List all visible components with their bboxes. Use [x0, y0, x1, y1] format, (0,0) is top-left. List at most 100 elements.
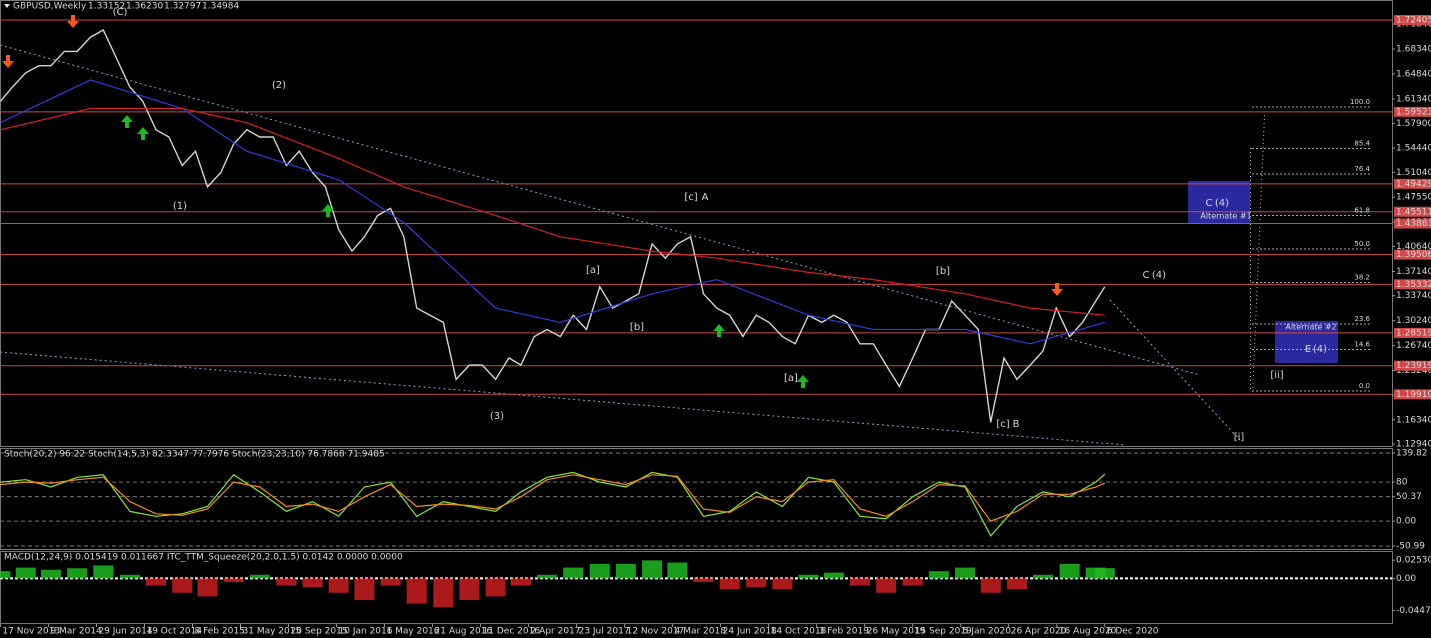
x-tick-label: 21 Aug 2016: [435, 627, 493, 637]
x-tick-label: 14 Oct 2018: [771, 627, 827, 637]
histogram-bar: [693, 578, 714, 582]
histogram-bar: [1059, 563, 1080, 579]
x-tick-label: 16 Aug 2020: [1059, 627, 1117, 637]
histogram-bar: [798, 574, 819, 579]
histogram-bar: [0, 571, 11, 579]
price-level-label: 1.39506: [1396, 250, 1431, 260]
y-tick-label: -0.044702: [1396, 606, 1431, 616]
y-tick-label: 50.37: [1396, 492, 1422, 502]
header-value: 1.32797: [164, 2, 201, 12]
x-tick-label: 26 May 2019: [867, 627, 926, 637]
histogram-bar: [510, 578, 531, 586]
panel-title: Stoch(20,2) 96.22 Stoch(14,5,3) 82.3347 …: [4, 450, 385, 460]
down-arrow: [2, 55, 14, 68]
wave-label: [c]: [996, 419, 1009, 430]
histogram-bar: [615, 563, 636, 579]
up-arrow: [137, 127, 149, 140]
y-tick-label: 1.16340: [1396, 415, 1431, 425]
histogram-bar: [823, 572, 844, 579]
histogram-bar: [772, 578, 793, 590]
wave-label: [b]: [630, 322, 644, 333]
x-tick-label: 15 Sep 2019: [915, 627, 972, 637]
histogram-bar: [302, 578, 323, 588]
fib-label: 85.4: [1354, 139, 1370, 147]
histogram-bar: [955, 567, 976, 579]
price-level-label: 1.19910: [1396, 390, 1431, 400]
y-tick-label: 1.61340: [1396, 94, 1431, 104]
histogram-bar: [563, 567, 584, 579]
wave-label: (2): [272, 80, 286, 91]
fib-label: 100.0: [1350, 98, 1370, 106]
header-value: 1.36230: [126, 2, 163, 12]
y-tick-label: 1.57900: [1396, 119, 1431, 129]
x-tick-label: 2 Apr 2017: [531, 627, 581, 637]
histogram-bar: [1033, 574, 1054, 579]
histogram-bar: [980, 578, 1001, 593]
x-tick-label: 5 Jan 2020: [963, 627, 1011, 637]
target-box: [1188, 181, 1250, 223]
projection-line: [1109, 299, 1241, 441]
price-level-box: [1394, 178, 1431, 189]
price-level-box: [1394, 218, 1431, 229]
y-tick-label: 1.23240: [1396, 366, 1431, 376]
y-tick-label: 1.68340: [1396, 44, 1431, 54]
menu-arrow: [4, 4, 10, 8]
fib-label: 50.0: [1354, 240, 1370, 248]
wave-label: [a]: [586, 265, 600, 276]
wave-label: [b]: [936, 266, 950, 277]
histogram-bar: [589, 563, 610, 579]
price-line: [0, 29, 1106, 423]
fib-label: 76.4: [1354, 165, 1370, 173]
up-arrow: [121, 115, 133, 128]
wave-label: A: [702, 192, 709, 203]
wave-label: E: [1305, 344, 1311, 355]
histogram-bar: [928, 571, 949, 579]
histogram-bar: [328, 578, 349, 593]
target-box: [1275, 321, 1338, 363]
x-tick-label: 4 Mar 2018: [675, 627, 727, 637]
histogram-bar: [876, 578, 897, 593]
histogram-bar: [719, 578, 740, 590]
y-tick-label: 1.12940: [1396, 440, 1431, 450]
y-tick-label: 0.00: [1396, 574, 1416, 584]
wave-label: [ii]: [1270, 370, 1283, 381]
histogram-bar: [537, 574, 558, 579]
up-arrow: [322, 204, 334, 217]
stoch-panel: [0, 448, 1393, 550]
price-level-label: 1.45511: [1396, 207, 1431, 217]
wave-label: C: [1143, 270, 1150, 281]
x-tick-label: 9 Mar 2014: [50, 627, 102, 637]
y-tick-label: 0.025306: [1396, 556, 1431, 566]
wave-label: (4): [1215, 198, 1229, 209]
wave-label: (1): [173, 201, 187, 212]
histogram-bar: [93, 565, 114, 579]
price-level-label: 1.59523: [1396, 107, 1431, 117]
x-tick-label: 8 Feb 2015: [194, 627, 244, 637]
y-tick-label: 1.26740: [1396, 341, 1431, 351]
price-level-box: [1394, 106, 1431, 117]
price-level-box: [1394, 206, 1431, 217]
up-arrow: [797, 375, 809, 388]
y-tick-label: 1.51040: [1396, 168, 1431, 178]
wave-label: B: [1013, 419, 1020, 430]
x-tick-label: 29 Jun 2014: [98, 627, 152, 637]
x-tick-label: 31 May 2015: [243, 627, 302, 637]
histogram-bar: [642, 560, 663, 579]
price-level-box: [1394, 249, 1431, 260]
wave-label: (3): [490, 411, 504, 422]
macd-panel: [0, 551, 1393, 624]
histogram-bar: [146, 578, 167, 586]
x-tick-label: 19 Oct 2014: [146, 627, 202, 637]
fib-label: 61.8: [1354, 206, 1370, 214]
price-level-box: [1394, 389, 1431, 400]
price-level-box: [1394, 15, 1431, 26]
histogram-bar: [459, 578, 480, 601]
price-level-label: 1.49429: [1396, 179, 1431, 189]
histogram-bar: [1094, 568, 1115, 579]
y-tick-label: 1.64840: [1396, 69, 1431, 79]
histogram-bar: [1006, 578, 1027, 590]
y-tick-label: 1.30240: [1396, 316, 1431, 326]
